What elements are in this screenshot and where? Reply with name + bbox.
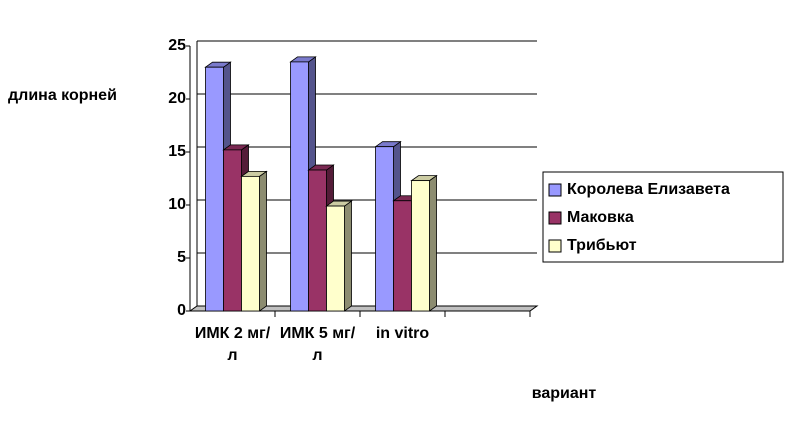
y-axis-title: длина корней: [8, 87, 117, 104]
bar-front: [290, 61, 309, 312]
bar-front: [308, 169, 327, 312]
bar-front: [205, 66, 224, 312]
y-tick-label: 0: [177, 302, 186, 319]
bar-front: [375, 146, 394, 312]
bar-side: [429, 174, 437, 312]
y-tick-label: 10: [168, 196, 186, 213]
bar: [325, 200, 353, 312]
bar-front: [223, 149, 242, 312]
x-tick-label: ИМК 2 мг/л: [194, 325, 271, 364]
bar-front: [241, 175, 260, 312]
legend-label: Трибьют: [567, 237, 637, 254]
bar-front: [411, 180, 430, 312]
bar-front: [393, 200, 412, 312]
y-tick-label: 5: [177, 249, 186, 266]
legend-swatch: [548, 211, 562, 225]
legend-box: [542, 171, 784, 263]
y-tick-label: 15: [168, 143, 186, 160]
legend-label: Королева Елизавета: [567, 181, 730, 198]
x-tick-label: ИМК 5 мг/л: [279, 325, 356, 364]
legend-swatch: [548, 239, 562, 253]
bar-side: [344, 200, 352, 312]
bar-front: [326, 205, 345, 312]
bar-side: [259, 170, 267, 312]
legend-swatch: [548, 183, 562, 197]
x-axis-title: вариант: [532, 385, 597, 402]
y-tick-label: 20: [168, 90, 186, 107]
x-tick-label: in vitro: [375, 325, 430, 342]
legend-label: Маковка: [567, 209, 634, 226]
y-tick-label: 25: [168, 37, 186, 54]
bar: [410, 174, 438, 312]
bar: [240, 170, 268, 312]
